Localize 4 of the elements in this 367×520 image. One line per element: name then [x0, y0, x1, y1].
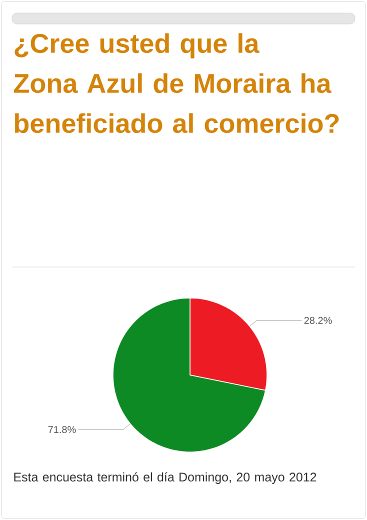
data-label: 71.8%	[48, 426, 76, 434]
data-label: 28.2%	[304, 316, 332, 324]
chart-title: ¿Cree usted que la Zona Azul de Moraira ha beneficiado al comercio?	[14, 33, 339, 134]
text: Esta encuesta terminó el día Domingo, 20 mayo 2012	[14, 472, 316, 484]
